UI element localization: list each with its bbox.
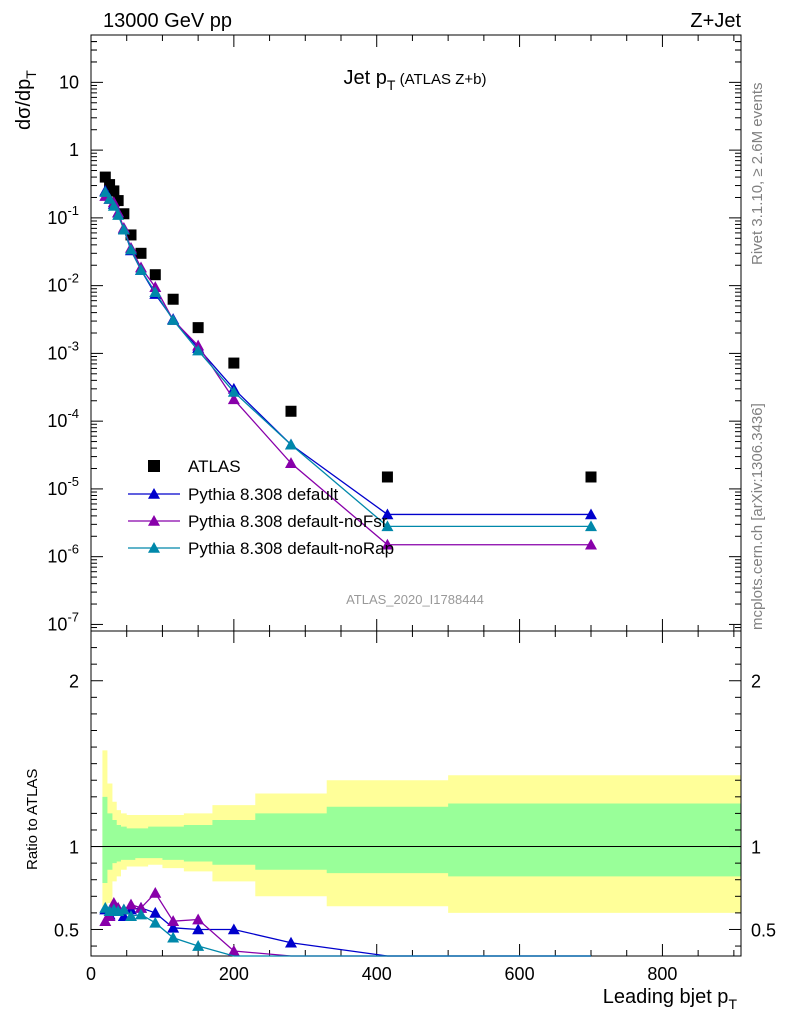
data-point-atlas <box>112 195 124 207</box>
series-marker <box>227 393 240 405</box>
data-point-atlas <box>285 405 297 417</box>
series-marker <box>227 385 240 397</box>
y-tick-label: 1 <box>69 140 79 160</box>
legend: ATLAS Pythia 8.308 default Pythia 8.308 de… <box>128 457 394 558</box>
ratio-tick-label-right: 0.5 <box>751 920 776 940</box>
series-marker <box>149 286 162 298</box>
ratio-y-axis-label: Ratio to ATLAS <box>24 769 41 870</box>
series-marker <box>192 344 205 356</box>
ratio-marker <box>167 921 180 933</box>
series-marker <box>381 508 394 520</box>
series-marker <box>585 520 597 532</box>
legend-label: Pythia 8.308 default <box>188 485 339 504</box>
ratio-marker <box>117 903 130 915</box>
ratio-band-green <box>102 796 741 884</box>
ratio-tick-label-right: 2 <box>751 672 761 692</box>
ratio-marker <box>167 915 180 926</box>
series-marker <box>285 457 297 468</box>
series-marker <box>381 520 394 532</box>
ratio-tick-label: 1 <box>69 838 79 858</box>
x-tick-label: 0 <box>86 964 96 984</box>
y-tick-label: 10-3 <box>47 338 79 363</box>
mcplots-label: mcplots.cern.ch [arXiv:1306.3436] <box>749 403 766 630</box>
legend-marker <box>148 488 160 499</box>
series-marker <box>99 186 112 197</box>
series-marker <box>103 192 116 204</box>
legend-marker <box>148 515 160 526</box>
series-marker <box>112 209 125 220</box>
legend-label: Pythia 8.308 default-noFsr <box>188 512 388 531</box>
ratio-marker <box>149 916 162 928</box>
ratio-tick-label-right: 1 <box>751 838 761 858</box>
x-tick-label: 200 <box>219 964 249 984</box>
data-point-atlas <box>135 247 147 259</box>
ratio-marker <box>227 945 240 956</box>
series-marker <box>167 314 180 325</box>
ratio-tick-label: 2 <box>69 672 79 692</box>
data-point-atlas <box>585 471 597 483</box>
x-tick-label: 600 <box>505 964 535 984</box>
data-point-atlas <box>108 185 120 197</box>
legend-label: Pythia 8.308 default-noRap <box>188 539 394 558</box>
data-point-atlas <box>381 471 393 483</box>
series-marker <box>285 438 297 450</box>
ratio-series <box>99 886 591 957</box>
data-point-atlas <box>104 179 116 191</box>
data-point-atlas <box>192 322 204 334</box>
chart-title: Jet pT (ATLAS Z+b) <box>344 67 487 93</box>
legend-marker-atlas <box>148 460 160 472</box>
header-left: 13000 GeV pp <box>103 10 232 32</box>
ratio-marker <box>192 923 205 935</box>
series-marker <box>125 243 137 255</box>
rivet-label: Rivet 3.1.10, ≥ 2.6M events <box>749 83 766 266</box>
ratio-marker <box>192 940 205 951</box>
ratio-marker <box>149 886 162 898</box>
data-point-atlas <box>149 269 161 281</box>
ratio-marker <box>125 898 137 910</box>
ratio-marker <box>167 931 180 943</box>
ratio-marker <box>192 913 205 925</box>
series-marker <box>117 223 130 235</box>
ratio-marker <box>135 908 147 920</box>
y-tick-label: 10 <box>59 72 79 92</box>
series-marker <box>135 264 147 275</box>
x-tick-label: 400 <box>362 964 392 984</box>
x-tick-label: 800 <box>647 964 677 984</box>
series-marker <box>585 508 597 520</box>
series-marker <box>107 199 120 211</box>
data-point-atlas <box>125 229 137 241</box>
data-point-atlas <box>228 357 240 369</box>
ratio-marker <box>149 906 162 918</box>
ratio-marker <box>227 923 240 935</box>
series-marker <box>585 538 597 550</box>
main-series <box>99 171 597 550</box>
ratio-marker <box>125 910 137 922</box>
header-right: Z+Jet <box>690 10 741 32</box>
x-axis-label: Leading bjet pT <box>603 986 738 1012</box>
legend-marker <box>148 542 160 553</box>
ratio-marker <box>135 901 147 913</box>
y-axis-label: dσ/dpT <box>13 70 39 130</box>
ratio-uncertainty-bands <box>91 750 741 913</box>
data-point-atlas <box>118 208 130 220</box>
legend-label: ATLAS <box>188 457 241 476</box>
analysis-watermark: ATLAS_2020_I1788444 <box>346 592 484 607</box>
ratio-tick-label: 0.5 <box>54 920 79 940</box>
data-point-atlas <box>167 293 179 305</box>
ratio-marker <box>285 936 297 948</box>
series-marker <box>381 538 394 550</box>
data-point-atlas <box>99 171 111 183</box>
